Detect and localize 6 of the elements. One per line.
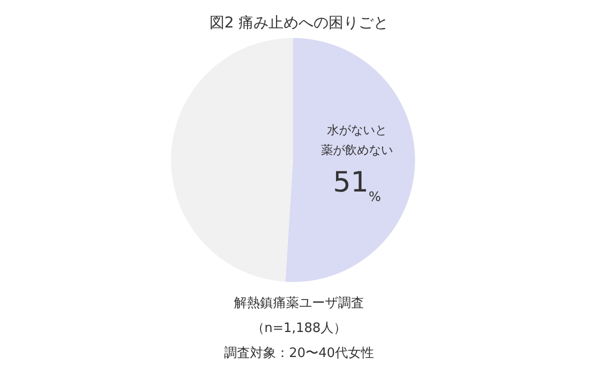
data-label: 51% [332, 166, 381, 206]
chart-title: 図2 痛み止めへの困りごと [209, 14, 389, 32]
slice-label: 水がないと薬が飲めない [320, 123, 393, 158]
text: 解熱鎮痛薬ユーザ調査 [234, 296, 364, 311]
text: （n=1,188人） [251, 321, 347, 336]
text: 調査対象：20〜40代女性 [224, 345, 374, 361]
